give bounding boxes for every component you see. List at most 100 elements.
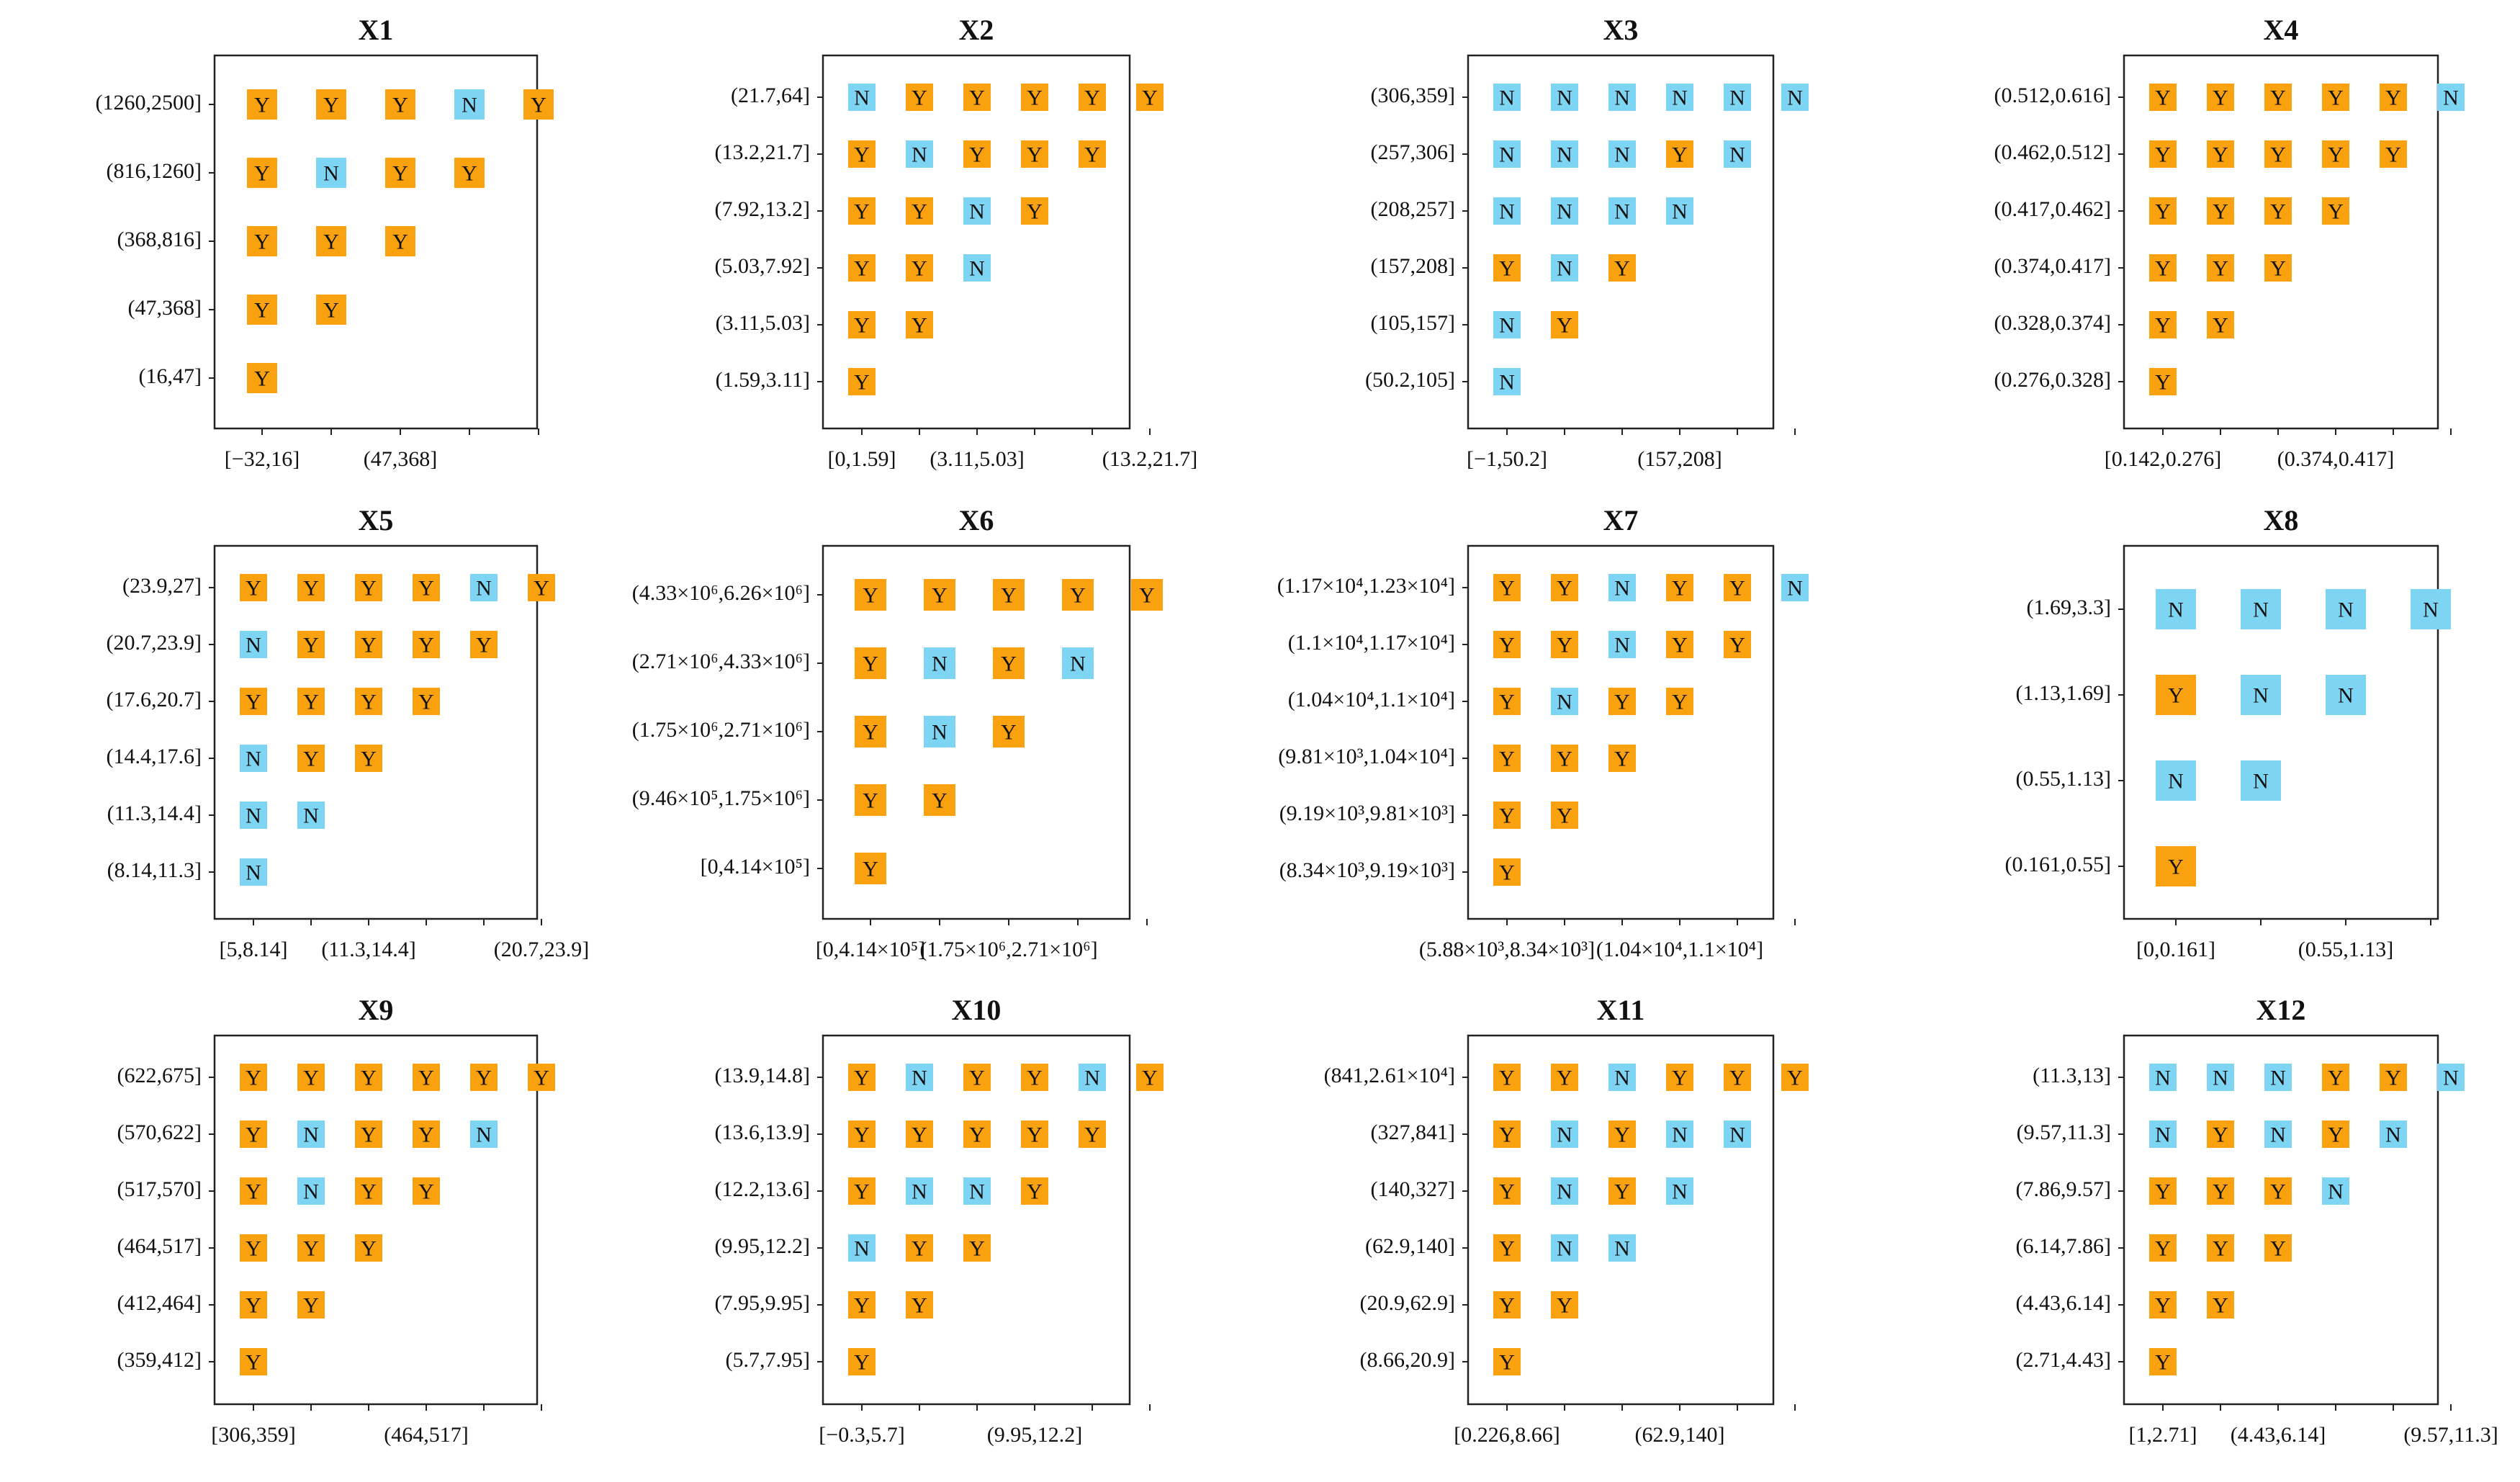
y-tick-label: (570,622] <box>117 1121 202 1144</box>
cell-label: Y <box>1499 1180 1515 1204</box>
x-tick-label: (5.88×10³,8.34×10³] <box>1419 938 1595 961</box>
cell-label: Y <box>1499 1294 1515 1318</box>
cell-label: Y <box>1614 257 1630 281</box>
cell-yes <box>247 226 277 256</box>
cell-label: Y <box>323 299 339 323</box>
cell-label: N <box>1557 1180 1572 1204</box>
cell-no <box>924 716 955 747</box>
cell-yes <box>993 647 1025 679</box>
cell-label: N <box>854 86 870 110</box>
cell-label: Y <box>246 1066 261 1090</box>
cell-no <box>1551 1121 1578 1148</box>
cell-yes <box>1493 1064 1521 1091</box>
cell-label: N <box>462 94 477 117</box>
y-tick-label: (11.3,14.4] <box>107 801 202 825</box>
cell-label: N <box>1614 86 1630 110</box>
cell-label: Y <box>1614 747 1630 771</box>
y-tick-label: (62.9,140] <box>1365 1234 1455 1258</box>
cell-label: Y <box>2385 86 2401 110</box>
cell-yes <box>848 1064 876 1091</box>
x-tick-label: (62.9,140] <box>1635 1423 1725 1447</box>
cell-yes <box>355 745 382 772</box>
panel-x9: X9 (359,412] Y (412,464] Y Y (464,517] Y Y Y (517,… <box>117 994 555 1447</box>
cell-label: N <box>2155 1066 2171 1090</box>
cell-label: Y <box>2155 86 2171 110</box>
y-tick-label: (0.55,1.13] <box>2016 767 2111 791</box>
cell-yes <box>2149 84 2177 111</box>
cell-yes <box>1724 1064 1751 1091</box>
cell-yes <box>385 89 415 120</box>
y-tick-label: (17.6,20.7] <box>107 688 202 711</box>
cell-yes <box>2207 1121 2234 1148</box>
cell-yes <box>1551 745 1578 772</box>
cell-yes <box>240 1348 267 1375</box>
cell-no <box>963 197 991 225</box>
cell-yes <box>454 158 485 188</box>
cell-yes <box>855 647 886 679</box>
cell-label: N <box>1729 143 1745 167</box>
cell-label: Y <box>2328 86 2344 110</box>
cell-yes <box>2264 140 2292 168</box>
cell-yes <box>1021 140 1048 168</box>
y-tick-label: (841,2.61×10⁴] <box>1324 1064 1455 1087</box>
cell-label: Y <box>1672 577 1688 601</box>
cell-label: Y <box>969 86 985 110</box>
cell-label: N <box>1499 200 1515 224</box>
cell-yes <box>297 574 325 601</box>
y-tick-label: (0.161,0.55] <box>2005 853 2111 876</box>
x-tick-label: [−32,16] <box>225 447 300 471</box>
cell-label: Y <box>418 634 434 657</box>
cell-yes <box>528 1064 555 1091</box>
y-tick-label: (105,157] <box>1371 311 1455 335</box>
y-tick-label: (157,208] <box>1371 254 1455 278</box>
cell-label: N <box>2423 598 2439 622</box>
cell-yes <box>2149 311 2177 338</box>
y-tick-label: (464,517] <box>117 1234 202 1258</box>
cell-label: N <box>1672 200 1688 224</box>
cell-label: N <box>1787 86 1803 110</box>
cell-yes <box>906 1234 933 1262</box>
panel-frame <box>1467 544 1775 920</box>
cell-yes <box>848 254 876 282</box>
cell-label: Y <box>303 1066 319 1090</box>
x-tick-label: (9.95,12.2] <box>987 1423 1082 1447</box>
y-tick-label: (8.14,11.3] <box>107 858 202 882</box>
cell-yes <box>528 574 555 601</box>
cell-label: Y <box>361 1180 377 1204</box>
cell-yes <box>355 688 382 715</box>
cell-label: N <box>1614 634 1630 657</box>
x-tick-label: (47,368] <box>364 447 437 471</box>
cell-label: N <box>1614 143 1630 167</box>
cell-no <box>1551 1177 1578 1205</box>
cell-no <box>297 1121 325 1148</box>
cell-label: N <box>1672 1180 1688 1204</box>
y-tick-label: (2.71,4.43] <box>2016 1348 2111 1372</box>
cell-label: Y <box>854 143 870 167</box>
cell-label: Y <box>246 1237 261 1261</box>
cell-label: Y <box>1672 143 1688 167</box>
x-tick-label: [−0.3,5.7] <box>819 1423 904 1447</box>
cell-label: N <box>1729 1123 1745 1147</box>
cell-label: Y <box>969 1123 985 1147</box>
y-tick-label: (11.3,13] <box>2033 1064 2111 1087</box>
cell-label: N <box>1614 1237 1630 1261</box>
cell-label: Y <box>418 1180 434 1204</box>
cell-yes <box>1551 801 1578 829</box>
panel-title: X11 <box>1597 994 1645 1026</box>
cell-label: Y <box>2213 257 2228 281</box>
cell-yes <box>1136 1064 1164 1091</box>
y-tick-label: (2.71×10⁶,4.33×10⁶] <box>632 650 810 673</box>
cell-label: Y <box>418 1066 434 1090</box>
cell-no <box>454 89 485 120</box>
cell-yes <box>240 574 267 601</box>
cell-label: N <box>969 1180 985 1204</box>
cell-no <box>1493 311 1521 338</box>
cell-yes <box>355 631 382 658</box>
cell-label: Y <box>1027 1123 1043 1147</box>
cell-label: N <box>2338 598 2354 622</box>
cell-no <box>470 1121 498 1148</box>
cell-label: Y <box>1084 86 1100 110</box>
panel-title: X4 <box>2264 14 2299 46</box>
cell-no <box>906 140 933 168</box>
y-tick-label: (816,1260] <box>107 159 202 183</box>
